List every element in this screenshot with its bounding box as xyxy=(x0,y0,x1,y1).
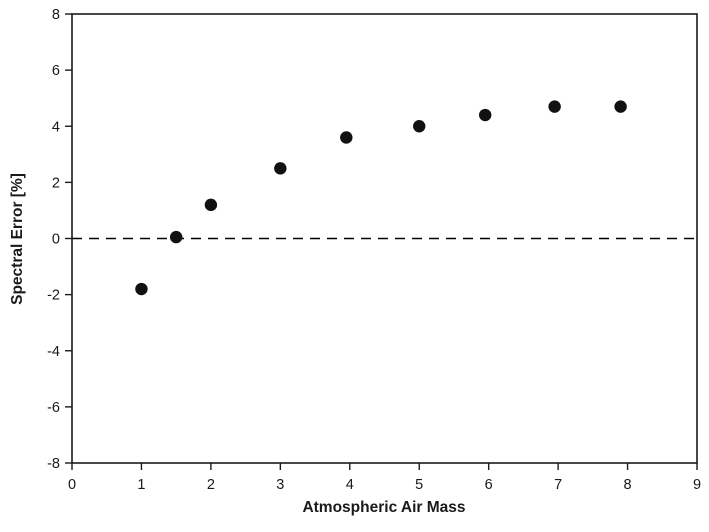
y-tick-label: -2 xyxy=(47,288,60,304)
y-tick-label: 2 xyxy=(52,175,60,191)
axis-ticks xyxy=(65,13,698,470)
x-tick-label: 8 xyxy=(624,477,632,493)
y-tick-label: -6 xyxy=(47,400,60,416)
y-tick-label: -8 xyxy=(47,456,60,472)
y-tick-label: 0 xyxy=(52,232,60,248)
x-tick-label: 1 xyxy=(137,477,145,493)
y-tick-label: 4 xyxy=(52,119,60,135)
data-points xyxy=(135,100,627,296)
y-tick-label: 6 xyxy=(52,63,60,79)
tick-labels: 0 1 2 3 4 5 6 7 8 9 -8 -6 -4 -2 0 2 4 6 8 xyxy=(47,7,701,493)
data-point xyxy=(614,100,627,113)
x-tick-label: 5 xyxy=(415,477,423,493)
x-tick-label: 9 xyxy=(693,477,701,493)
data-point xyxy=(478,108,492,122)
data-point xyxy=(169,230,183,244)
y-axis-title: Spectral Error [%] xyxy=(9,173,26,305)
data-point xyxy=(548,100,561,113)
x-tick-label: 4 xyxy=(346,477,354,493)
x-tick-label: 6 xyxy=(485,477,493,493)
y-tick-label: -4 xyxy=(47,344,60,360)
x-axis-title: Atmospheric Air Mass xyxy=(302,499,465,516)
data-point xyxy=(413,120,426,133)
x-tick-label: 7 xyxy=(554,477,562,493)
y-tick-label: 8 xyxy=(52,7,60,23)
x-tick-label: 3 xyxy=(276,477,284,493)
data-point xyxy=(204,198,218,212)
x-tick-label: 2 xyxy=(207,477,215,493)
data-point xyxy=(274,162,287,175)
data-point xyxy=(340,131,353,144)
data-point xyxy=(135,282,148,296)
x-tick-label: 0 xyxy=(68,477,76,493)
